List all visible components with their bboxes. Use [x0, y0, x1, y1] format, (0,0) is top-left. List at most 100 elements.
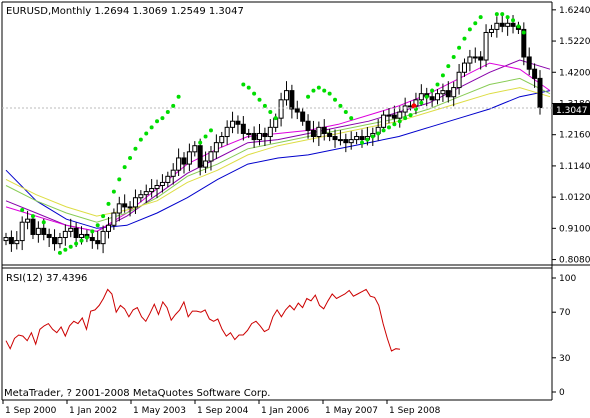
candle-bear: [359, 136, 365, 141]
candle-bear: [327, 132, 333, 138]
x-tick-label: 1 May 2003: [133, 406, 186, 416]
sar-dot: [327, 91, 332, 96]
candle-bear: [526, 56, 532, 70]
candle-bear: [532, 68, 538, 79]
price-marker: 1.3047: [556, 106, 588, 116]
x-tick-label: 1 Sep 2000: [5, 406, 57, 416]
candle-bear: [294, 108, 300, 113]
candle-bear: [41, 227, 47, 235]
rsi-tick-label: 100: [559, 274, 576, 284]
candle-bear: [52, 237, 58, 245]
sar-dot: [511, 18, 516, 23]
sar-dot: [208, 128, 213, 133]
candle-bull: [62, 230, 68, 239]
sar-dot: [386, 125, 391, 130]
candle-bull: [219, 136, 225, 144]
rsi-series-line: [5, 288, 401, 352]
sar-dot: [500, 12, 505, 17]
price-tick-label: 0.9100: [559, 224, 590, 234]
sar-dot: [424, 94, 429, 99]
sar-dot: [241, 82, 246, 87]
candle-bull: [418, 93, 424, 101]
candle-bear: [289, 90, 295, 110]
chart-header: EURUSD,Monthly 1.2694 1.3069 1.2549 1.30…: [6, 6, 244, 17]
sar-dot: [473, 21, 478, 26]
ma-yellow-line: [5, 87, 551, 217]
candle-bull: [488, 28, 494, 33]
rsi-header: RSI(12) 37.4396: [6, 273, 87, 284]
candle-bear: [343, 139, 349, 144]
candle-bull: [127, 206, 133, 209]
candle-bull: [283, 90, 289, 101]
candle-bull: [278, 99, 284, 119]
candle-bull: [111, 212, 117, 226]
candle-bull: [354, 136, 360, 141]
candle-bull: [213, 142, 219, 153]
sar-dot: [338, 103, 343, 108]
sar-dot: [257, 97, 262, 102]
rsi-tick-label: 0: [559, 388, 565, 398]
sar-dot: [68, 244, 73, 249]
candle-bull: [386, 114, 392, 117]
candle-bull: [208, 151, 214, 162]
sar-dot: [171, 103, 176, 108]
sar-dot: [440, 73, 445, 78]
x-tick-label: 1 Sep 2008: [389, 406, 441, 416]
sar-dot: [381, 128, 386, 133]
candle-bull: [154, 184, 160, 190]
candle-bull: [230, 120, 236, 128]
candle-bull: [461, 62, 467, 73]
candle-bear: [537, 77, 543, 109]
candle-bull: [337, 139, 343, 142]
candle-bull: [176, 157, 182, 171]
sar-dot: [41, 220, 46, 225]
sar-dot: [467, 27, 472, 32]
sar-dot: [122, 165, 127, 170]
price-marker-box: [553, 103, 590, 115]
sar-dot: [360, 140, 364, 145]
rsi-tick-label: 30: [559, 354, 571, 364]
price-tick-label: 1.5220: [559, 37, 590, 47]
sar-dot: [149, 125, 154, 130]
sar-dot: [128, 155, 133, 160]
candle-bear: [305, 120, 311, 131]
ma-green-line: [5, 77, 551, 223]
candle-bear: [499, 22, 505, 27]
candle-bull: [316, 126, 322, 138]
sar-dot: [397, 119, 402, 124]
sar-dot: [198, 140, 203, 145]
candle-bull: [159, 181, 165, 186]
rsi-line: [5, 288, 401, 352]
candle-bull: [246, 132, 252, 135]
candle-bull: [451, 87, 457, 98]
sar-dot: [435, 82, 440, 87]
price-tick-label: 1.1140: [559, 162, 590, 172]
sar-dot: [494, 12, 499, 17]
candle-bear: [240, 123, 246, 134]
candle-bull: [472, 56, 478, 59]
candle-bull: [35, 227, 41, 235]
sar-dot: [516, 24, 521, 29]
sar-dot: [403, 116, 408, 121]
candle-bear: [95, 240, 101, 245]
candle-bear: [8, 237, 14, 245]
price-tick-label: 0.8080: [559, 256, 590, 266]
candle-bull: [68, 227, 74, 232]
candle-bull: [116, 203, 122, 214]
candle-bear: [445, 90, 451, 98]
sar-dot: [20, 207, 25, 212]
candle-bear: [332, 136, 338, 141]
candle-bull: [435, 93, 441, 101]
candle-bear: [30, 218, 36, 235]
ma-magenta-line: [5, 62, 551, 232]
candle-bull: [267, 126, 273, 138]
x-tick-label: 1 May 2007: [325, 406, 378, 416]
sar-dot: [252, 91, 257, 96]
sar-dot: [155, 119, 160, 124]
candle-bear: [478, 56, 484, 61]
sar-dot: [370, 134, 375, 139]
red-marker-dot: [411, 103, 417, 109]
candle-bear: [46, 233, 52, 239]
copyright: MetaTrader, ? 2001-2008 MetaQuotes Softw…: [4, 388, 270, 399]
